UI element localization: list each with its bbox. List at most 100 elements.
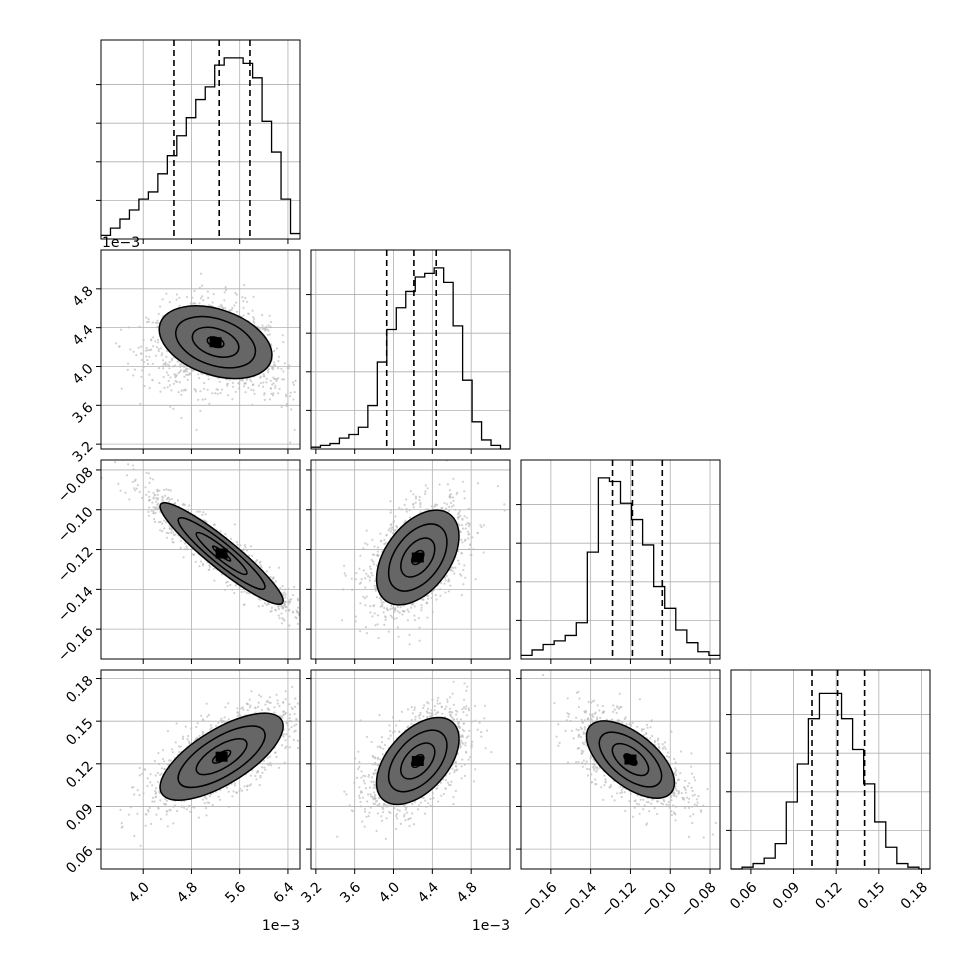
panel-frame [100,459,301,660]
scatter-point [588,768,591,771]
scatter-point [133,368,136,371]
scatter-point [161,530,164,533]
scatter-point [185,545,188,548]
scatter-point [466,685,469,688]
scatter-point [174,502,177,505]
scatter-point [464,707,467,711]
scatter-point [229,583,232,587]
scatter-point [147,810,150,813]
scatter-point [413,605,416,608]
scatter-point [696,801,699,804]
scatter-point [677,792,680,795]
scatter-point [666,751,669,754]
scatter-point [398,506,401,509]
scatter-point [463,774,467,778]
scatter-point [242,385,246,388]
scatter-point [266,707,269,710]
scatter-point [359,790,362,793]
scatter-point [233,592,236,595]
scatter-point [302,379,304,381]
scatter-point [426,597,430,600]
scatter-point [184,725,187,728]
scatter-point [395,814,398,818]
scatter-point [584,711,587,714]
x-tick-label: −0.12 [598,879,640,921]
scatter-point [305,425,307,427]
scatter-point [465,714,468,717]
scatter-point [463,698,466,701]
scatter-point [440,794,443,797]
scatter-point [578,697,581,700]
scatter-point [375,799,378,803]
scatter-point [702,804,705,807]
scatter-point [567,713,571,716]
scatter-point [199,560,203,563]
scatter-point [651,798,654,801]
scatter-point [154,774,157,777]
scatter-point [154,791,158,794]
scatter-point [683,786,686,789]
scatter-point [223,716,226,719]
scatter-point [620,789,623,792]
scatter-point [360,770,363,773]
scatter-point [453,771,456,774]
scatter-point [270,609,273,613]
scatter-point [275,693,278,696]
scatter-point [365,572,368,575]
scatter-point [405,806,408,809]
scatter-point [351,588,354,592]
scatter-point [132,468,135,471]
scatter-point [199,297,202,300]
contour-line [211,749,232,764]
scatter-point [435,598,438,601]
scatter-point [714,821,718,825]
scatter-point [611,718,614,721]
scatter-point [290,726,293,729]
scatter-point [594,711,597,714]
scatter-point [387,804,390,807]
scatter-point [371,615,374,618]
scatter-point [449,584,452,587]
scatter-point [699,809,703,812]
scatter-point [645,823,648,826]
scatter-point [448,696,452,699]
scatter-point [143,768,146,771]
scatter-point [456,710,459,713]
scatter-point [168,361,171,364]
scatter-point [269,576,272,579]
scatter-point [424,492,427,495]
scatter-point [418,499,421,502]
scatter-point [292,594,295,597]
scatter-point [396,808,399,811]
scatter-point [453,572,456,575]
scatter-point [374,589,377,592]
scatter-point [464,576,467,579]
scatter-point [155,508,158,511]
x-tick-label: −0.14 [559,879,601,921]
scatter-point [609,784,613,787]
scatter-point [672,804,675,807]
scatter-point [402,815,406,818]
scatter-point [285,745,288,748]
scatter-point [284,609,288,612]
scatter-point [266,762,269,766]
scatter-point [476,531,480,534]
scatter-point [586,718,589,721]
scatter-point [460,524,463,527]
y-tick-label: 3.2 [70,438,97,465]
scatter-point [587,700,590,704]
scatter-point [691,794,694,797]
scatter-point [162,376,165,379]
scatter-point [370,558,373,562]
scatter-point [272,576,275,579]
scatter-point [449,501,453,505]
scatter-point [224,533,227,536]
scatter-point [378,597,381,600]
scatter-point [179,365,182,368]
scatter-point [168,367,171,370]
scatter-point [257,384,260,387]
scatter-point [398,719,401,722]
scatter-point [412,823,415,826]
scatter-point [565,719,569,722]
scatter-point [610,795,614,798]
